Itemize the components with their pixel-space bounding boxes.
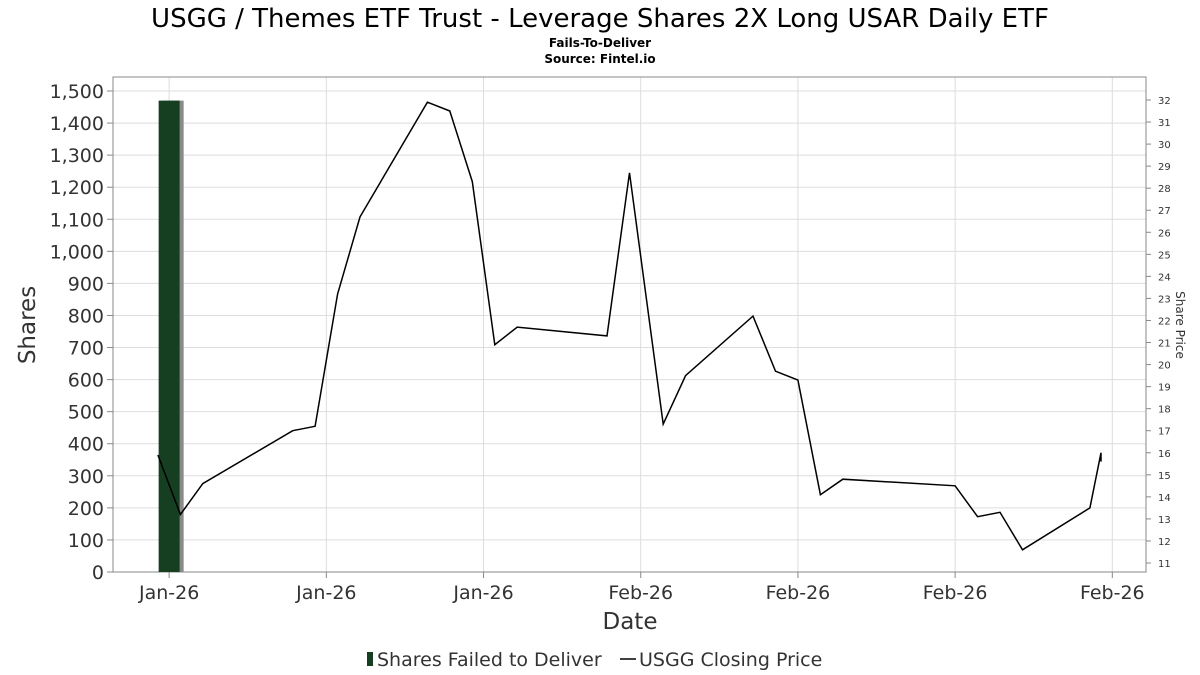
x-tick-label: Jan-26 [452, 582, 513, 604]
y-tick-label: 700 [68, 338, 104, 360]
y-axis-label: Shares [15, 286, 41, 364]
x-tick-label: Jan-26 [138, 582, 199, 604]
y-right-tick-label: 15 [1158, 471, 1171, 482]
y-tick-label: 500 [68, 402, 104, 424]
legend-label-line: USGG Closing Price [639, 649, 822, 671]
y-axis-right: 11 12 13 14 15 16 17 18 19 20 21 22 23 24 25 26 27 28 29 30… [1146, 96, 1171, 570]
x-tick-label: Feb-26 [608, 582, 673, 604]
x-axis-label: Date [603, 609, 658, 635]
x-tick-label: Feb-26 [923, 582, 988, 604]
y-axis-left: 0 100 200 300 400 500 600 700 800 900 1,000 1,100 1,… [50, 81, 113, 584]
y-right-tick-label: 12 [1158, 537, 1171, 548]
x-tick-label: Feb-26 [766, 582, 831, 604]
x-tick-label: Feb-26 [1080, 582, 1145, 604]
y-tick-label: 1,200 [50, 177, 104, 199]
y-right-tick-label: 14 [1158, 493, 1171, 504]
y-tick-label: 800 [68, 305, 104, 327]
y-right-tick-label: 32 [1158, 96, 1171, 107]
y-right-tick-label: 26 [1158, 228, 1171, 239]
legend: Shares Failed to Deliver USGG Closing Pr… [367, 649, 822, 671]
legend-label-bar: Shares Failed to Deliver [377, 649, 602, 671]
y-tick-label: 400 [68, 434, 104, 456]
legend-swatch-bar [367, 652, 373, 666]
y-right-tick-label: 24 [1158, 272, 1171, 283]
y-right-tick-label: 18 [1158, 405, 1171, 416]
y-right-tick-label: 27 [1158, 206, 1171, 217]
y-tick-label: 1,100 [50, 209, 104, 231]
y-right-tick-label: 20 [1158, 361, 1171, 372]
y-tick-label: 300 [68, 466, 104, 488]
grid [113, 77, 1146, 573]
y-right-tick-label: 13 [1158, 515, 1171, 526]
y-right-tick-label: 25 [1158, 250, 1171, 261]
chart-subtitle: Fails-To-Deliver [549, 36, 651, 50]
fails-bar [158, 100, 180, 573]
y-tick-label: 100 [68, 530, 104, 552]
y-right-tick-label: 30 [1158, 140, 1171, 151]
y-right-tick-label: 21 [1158, 339, 1171, 350]
plot-frame [112, 76, 1147, 573]
y-right-tick-label: 19 [1158, 383, 1171, 394]
y-tick-label: 200 [68, 498, 104, 520]
y-right-tick-label: 22 [1158, 316, 1171, 327]
y-tick-label: 0 [92, 562, 104, 584]
y-right-tick-label: 17 [1158, 427, 1171, 438]
y-right-tick-label: 11 [1158, 559, 1171, 570]
chart-title: USGG / Themes ETF Trust - Leverage Share… [151, 4, 1049, 34]
x-axis: Jan-26 Jan-26 Jan-26 Feb-26 Feb-26 Feb-26 Feb-… [138, 572, 1145, 604]
y-tick-label: 900 [68, 273, 104, 295]
y-tick-label: 1,400 [50, 113, 104, 135]
y-right-tick-label: 31 [1158, 118, 1171, 129]
y-right-tick-label: 28 [1158, 184, 1171, 195]
y-right-tick-label: 16 [1158, 449, 1171, 460]
y-right-tick-label: 29 [1158, 162, 1171, 173]
x-tick-label: Jan-26 [295, 582, 356, 604]
y-tick-label: 600 [68, 370, 104, 392]
bar-series [158, 100, 184, 573]
line-series [157, 101, 1102, 551]
y-tick-label: 1,000 [50, 241, 104, 263]
y-right-tick-label: 23 [1158, 294, 1171, 305]
chart-source: Source: Fintel.io [544, 52, 655, 66]
y-axis-right-label: Share Price [1173, 291, 1187, 359]
closing-price-line [157, 101, 1102, 551]
y-tick-label: 1,300 [50, 145, 104, 167]
y-tick-label: 1,500 [50, 81, 104, 103]
